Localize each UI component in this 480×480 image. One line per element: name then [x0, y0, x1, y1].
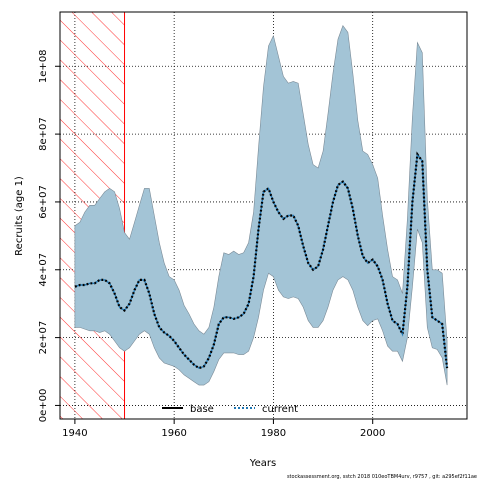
legend-base-label: base [190, 404, 214, 415]
y-tick-label: 0e+00 [38, 389, 49, 423]
x-tick-label: 2000 [360, 428, 385, 439]
y-tick-label: 8e+07 [38, 117, 49, 151]
legend-current-label: current [262, 404, 298, 415]
x-tick-label: 1940 [62, 428, 87, 439]
x-axis-title: Years [249, 458, 276, 469]
plot-frame [59, 11, 468, 420]
x-axis: 1940 1960 1980 2000 [62, 419, 385, 439]
y-tick-label: 1e+08 [38, 49, 49, 83]
footer-credit: stockassessment.org, sstch 2018 010eoTBM… [287, 474, 477, 480]
y-tick-label: 6e+07 [38, 185, 49, 219]
current-series-line-shadow [74, 151, 449, 370]
y-tick-label: 2e+07 [38, 321, 49, 355]
y-tick-label: 4e+07 [38, 253, 49, 287]
y-axis-title: Recruits (age 1) [14, 176, 25, 256]
legend: base current [162, 404, 298, 415]
x-tick-label: 1980 [261, 428, 286, 439]
current-line [74, 151, 449, 370]
y-axis: 0e+00 2e+07 4e+07 6e+07 8e+07 1e+08 [38, 49, 60, 422]
x-tick-label: 1960 [161, 428, 186, 439]
